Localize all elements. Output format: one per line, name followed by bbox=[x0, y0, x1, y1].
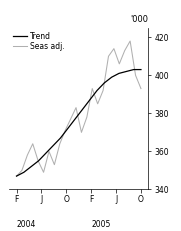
Text: 2005: 2005 bbox=[91, 220, 111, 229]
Text: '000: '000 bbox=[131, 15, 148, 24]
Text: 2004: 2004 bbox=[16, 220, 36, 229]
Legend: Trend, Seas adj.: Trend, Seas adj. bbox=[13, 32, 64, 51]
